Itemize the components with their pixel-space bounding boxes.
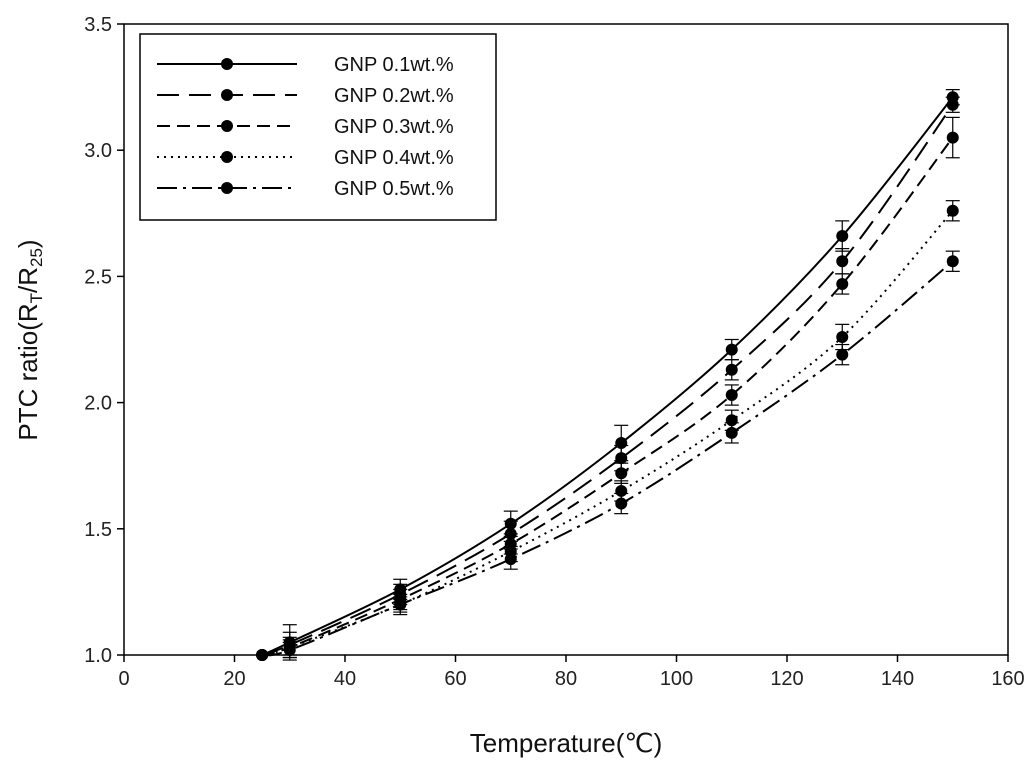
data-point <box>725 363 738 376</box>
legend-label: GNP 0.2wt.% <box>334 85 454 107</box>
data-point <box>836 255 849 268</box>
data-point <box>725 343 738 356</box>
legend: GNP 0.1wt.% GNP 0.2wt.% GNP 0.3wt.% GNP 0.4… <box>139 33 497 221</box>
data-point <box>946 255 959 268</box>
legend-marker <box>221 151 233 163</box>
data-point <box>504 553 517 566</box>
series-line <box>261 210 954 656</box>
series-line <box>261 260 954 657</box>
data-point <box>836 330 849 343</box>
y-axis-title-sub-25: 25 <box>27 248 46 267</box>
y-tick-label: 3.5 <box>84 14 112 36</box>
data-point <box>836 277 849 290</box>
data-point <box>946 98 959 111</box>
series-layer <box>256 89 960 661</box>
data-point <box>256 649 269 661</box>
y-axis-title-main: PTC ratio(R <box>13 303 43 440</box>
data-point <box>283 643 296 656</box>
data-point <box>615 467 628 480</box>
x-axis-title: Temperature(℃) <box>470 728 662 758</box>
data-point <box>946 204 959 217</box>
y-tick-label: 3.0 <box>84 140 112 162</box>
data-point <box>615 452 628 465</box>
y-axis-title-sub-t: T <box>27 293 46 303</box>
data-point <box>394 598 407 611</box>
x-tick-label: 80 <box>555 668 577 690</box>
data-point <box>946 131 959 144</box>
legend-marker <box>221 89 233 101</box>
legend-label: GNP 0.5wt.% <box>334 178 454 200</box>
x-tick-label: 40 <box>334 668 356 690</box>
x-tick-label: 0 <box>118 668 129 690</box>
y-axis-title-end: ) <box>13 239 43 248</box>
x-tick-label: 140 <box>881 668 914 690</box>
data-point <box>725 389 738 402</box>
data-point <box>836 348 849 361</box>
data-point <box>725 426 738 439</box>
legend-label: GNP 0.3wt.% <box>334 116 454 138</box>
data-point <box>836 230 849 243</box>
legend-items: GNP 0.1wt.% GNP 0.2wt.% GNP 0.3wt.% GNP 0.4… <box>157 54 454 200</box>
x-tick-label: 100 <box>660 668 693 690</box>
legend-marker <box>221 120 233 132</box>
x-tick-label: 60 <box>444 668 466 690</box>
data-point <box>615 497 628 510</box>
series-line <box>261 136 954 656</box>
y-tick-label: 2.0 <box>84 393 112 415</box>
x-tick-label: 20 <box>223 668 245 690</box>
y-tick-label: 2.5 <box>84 266 112 288</box>
legend-label: GNP 0.1wt.% <box>334 54 454 76</box>
legend-marker <box>221 182 233 194</box>
x-tick-label: 160 <box>991 668 1024 690</box>
y-axis-title-mid: /R <box>13 267 43 293</box>
y-tick-label: 1.0 <box>84 645 112 667</box>
series-4 <box>256 200 960 661</box>
x-axis: 0 20 40 60 80 100 120 140 160 <box>118 655 1025 690</box>
x-tick-label: 120 <box>770 668 803 690</box>
y-axis: 1.0 1.5 2.0 2.5 3.0 3.5 <box>84 14 124 667</box>
legend-marker <box>221 58 233 70</box>
legend-label: GNP 0.4wt.% <box>334 147 454 169</box>
series-5 <box>256 250 960 661</box>
y-axis-title: PTC ratio(RT/R25) <box>13 239 46 440</box>
y-tick-label: 1.5 <box>84 519 112 541</box>
